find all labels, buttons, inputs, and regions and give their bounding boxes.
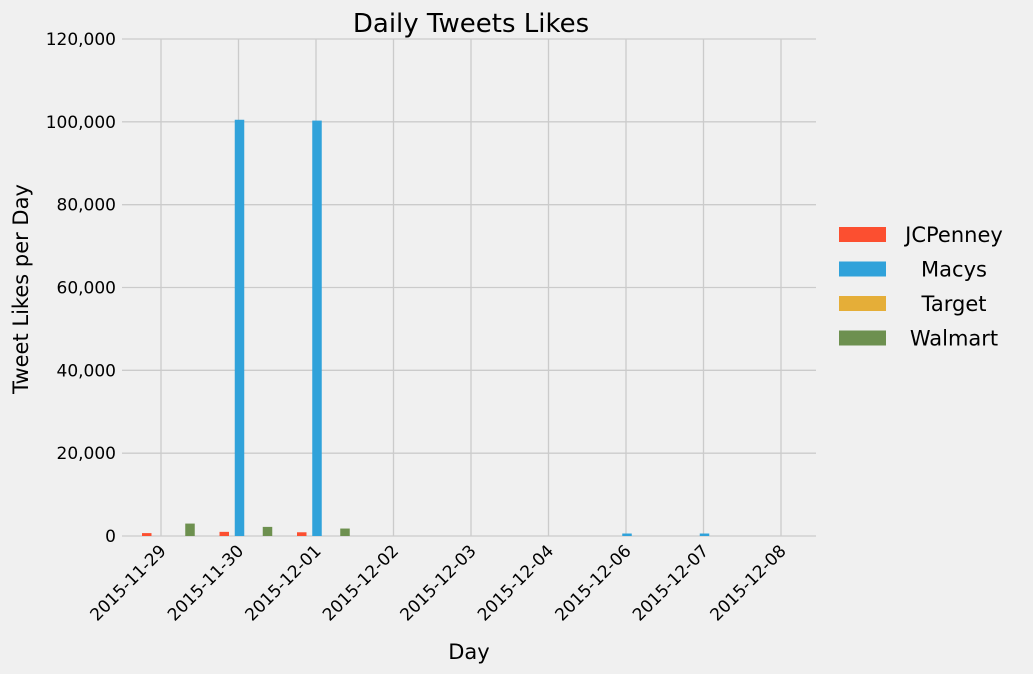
x-tick-label: 2015-12-02 xyxy=(319,541,403,625)
y-tick-label: 100,000 xyxy=(46,113,116,133)
y-tick-label: 0 xyxy=(105,527,116,547)
x-tick-label: 2015-11-29 xyxy=(87,541,171,625)
y-tick-label: 40,000 xyxy=(57,361,116,381)
legend-swatch-walmart xyxy=(839,330,886,346)
y-tick-label: 120,000 xyxy=(46,30,116,50)
x-axis-label: Day xyxy=(448,640,489,664)
x-tick-label: 2015-12-06 xyxy=(552,541,636,625)
legend-swatch-macys xyxy=(839,261,886,277)
legend-label-walmart: Walmart xyxy=(910,327,998,351)
x-tick-label: 2015-12-07 xyxy=(629,541,713,625)
y-axis-label: Tweet Likes per Day xyxy=(9,184,33,395)
x-tick-label: 2015-12-08 xyxy=(707,541,791,625)
bar-macys xyxy=(699,533,710,536)
legend-label-jcpenney: JCPenney xyxy=(903,223,1003,247)
bar-walmart xyxy=(262,526,273,536)
y-axis-ticks: 0 20,000 40,000 60,000 80,000 100,000 120,000 xyxy=(46,30,116,547)
x-tick-label: 2015-12-03 xyxy=(397,541,481,625)
legend-swatch-target xyxy=(839,296,886,311)
bar-jcpenney xyxy=(219,531,229,536)
grid xyxy=(122,38,816,537)
chart-title: Daily Tweets Likes xyxy=(353,9,589,39)
bar-walmart xyxy=(185,523,195,536)
legend-label-target: Target xyxy=(921,292,987,316)
bar-macys xyxy=(312,120,322,537)
bar-jcpenney xyxy=(142,533,152,536)
x-axis-ticks: 2015-11-292015-11-302015-12-012015-12-02… xyxy=(87,541,791,625)
bar-jcpenney xyxy=(297,532,307,536)
x-tick-label: 2015-12-04 xyxy=(474,541,558,625)
legend-label-macys: Macys xyxy=(921,258,987,282)
y-tick-label: 80,000 xyxy=(57,196,116,216)
x-tick-label: 2015-11-30 xyxy=(164,541,248,625)
bar-macys xyxy=(234,119,245,536)
bar-walmart xyxy=(340,528,350,536)
x-tick-label: 2015-12-01 xyxy=(242,541,326,625)
bars xyxy=(142,119,710,537)
y-tick-label: 60,000 xyxy=(57,279,116,299)
y-tick-label: 20,000 xyxy=(57,444,116,464)
bar-macys xyxy=(622,533,632,536)
legend: JCPenney Macys Target Walmart xyxy=(839,223,1003,351)
legend-swatch-jcpenney xyxy=(839,227,886,242)
